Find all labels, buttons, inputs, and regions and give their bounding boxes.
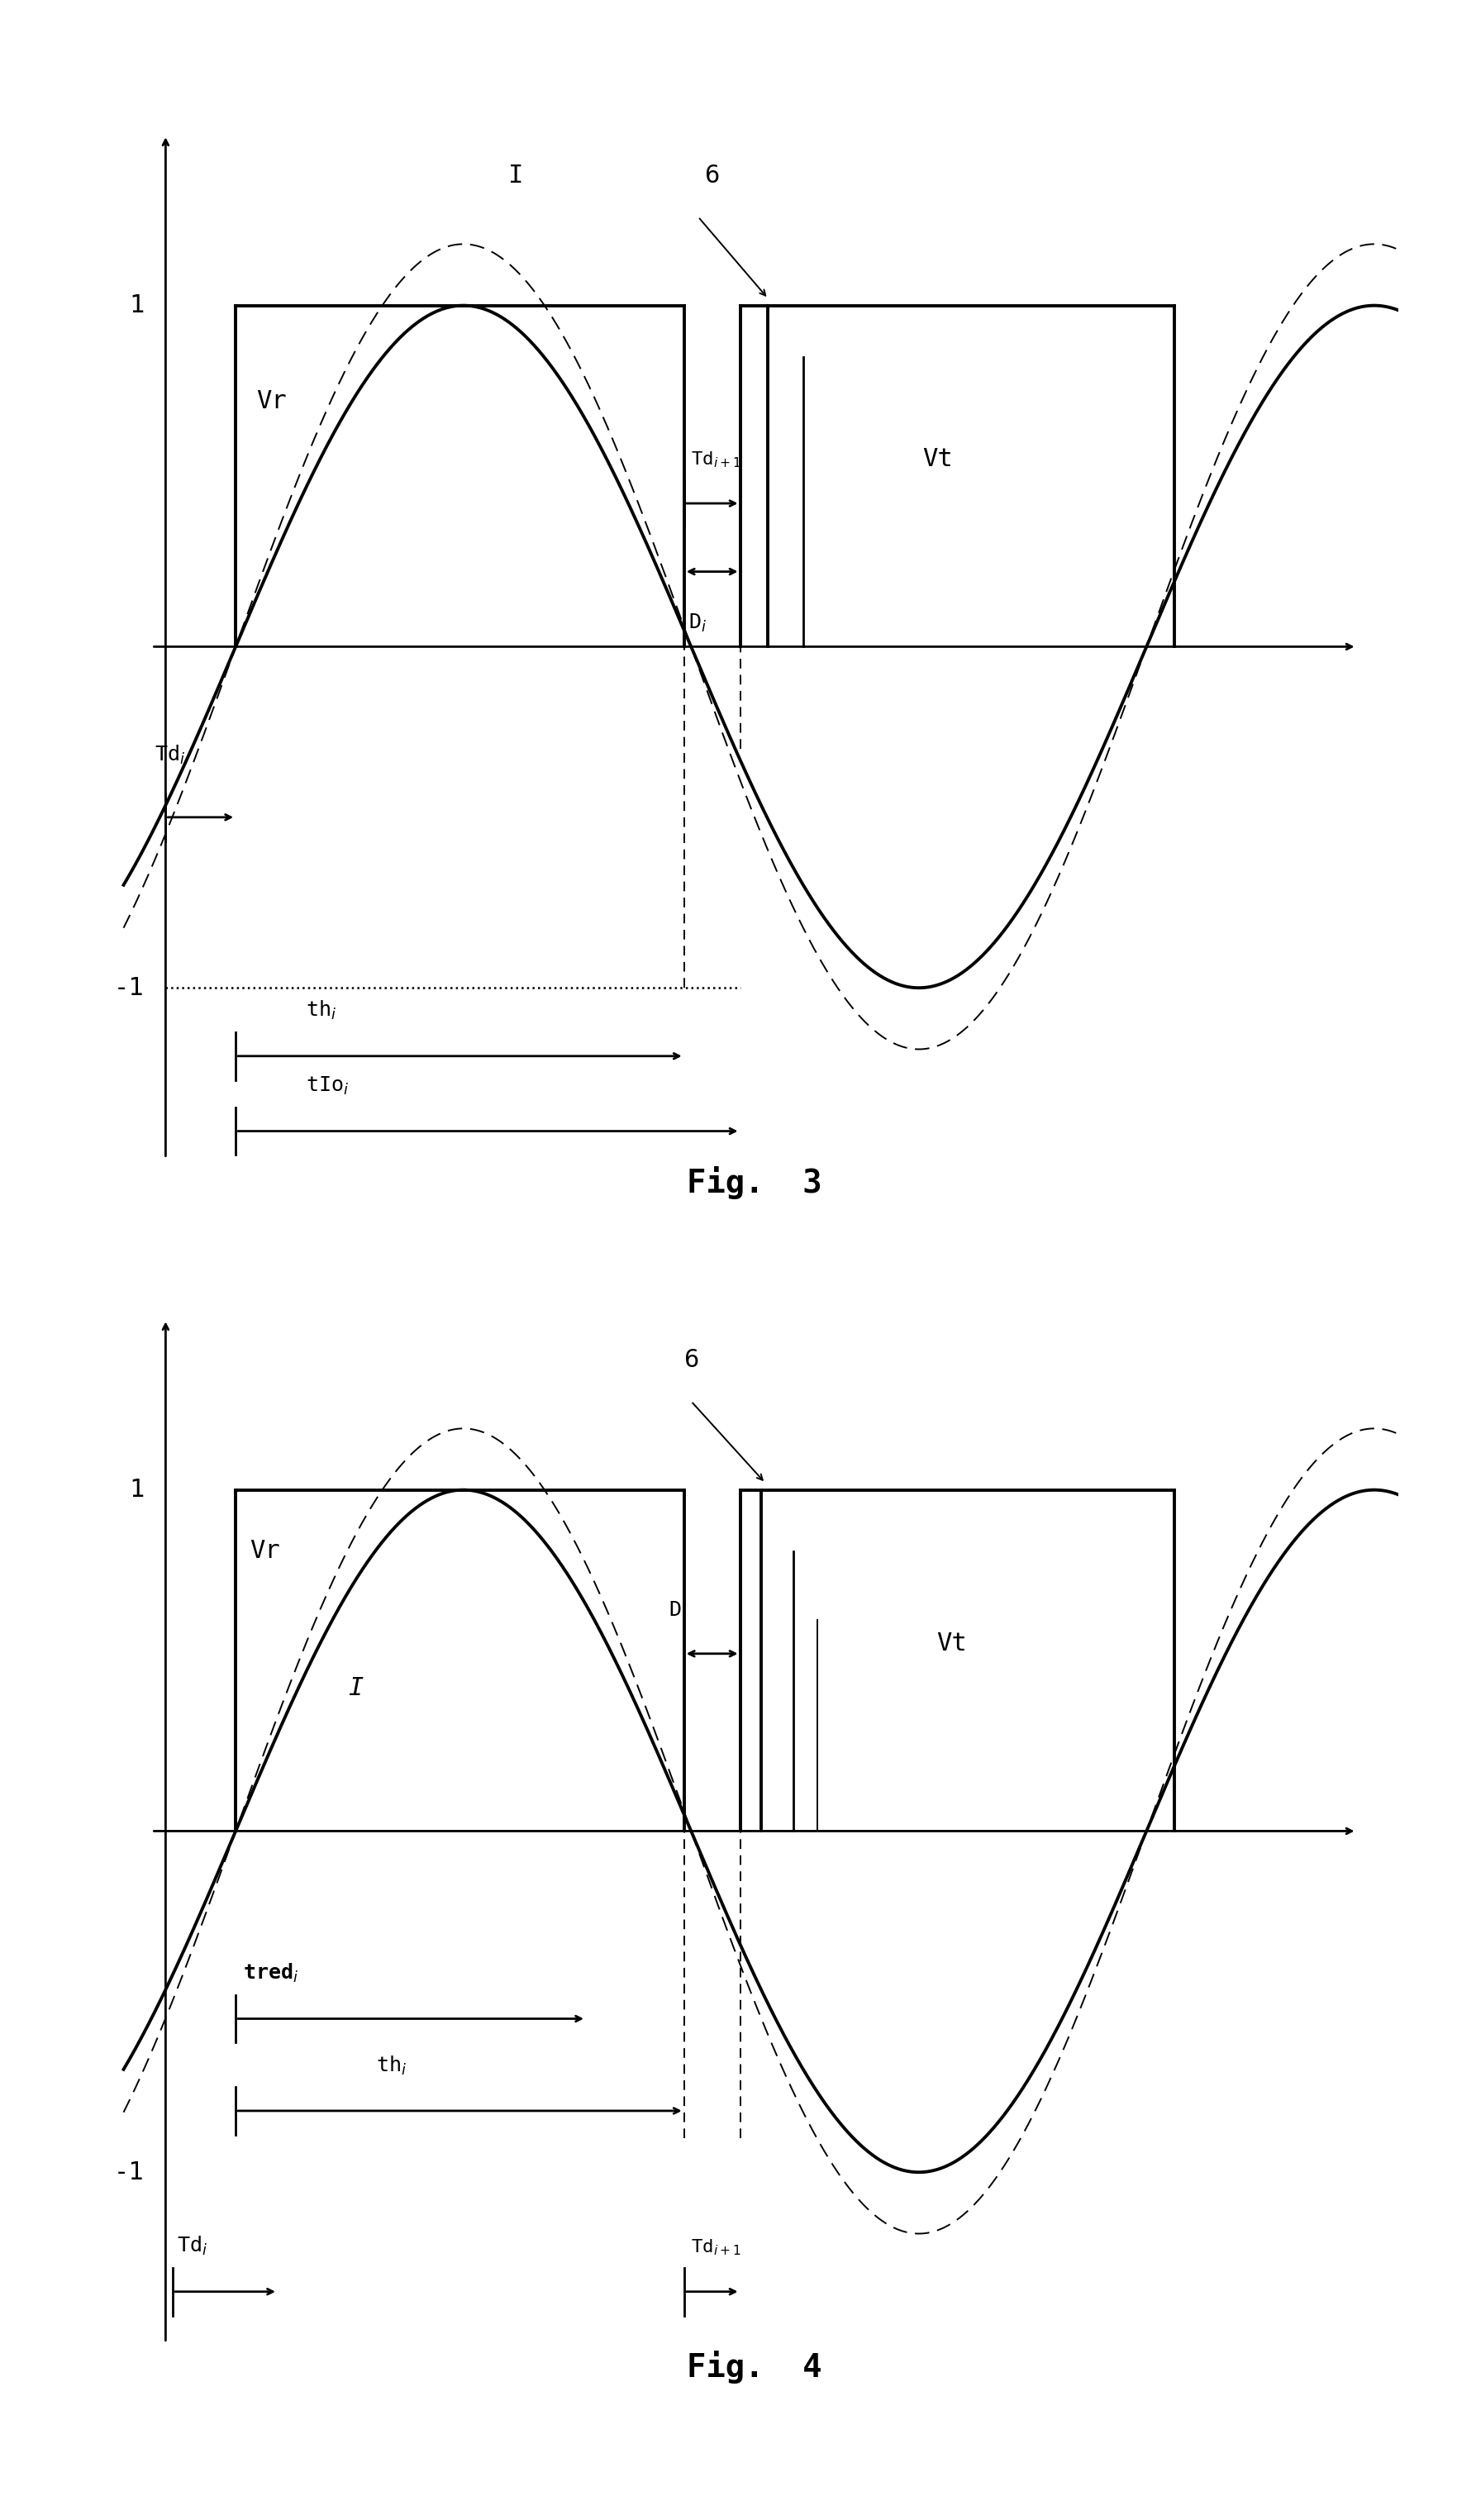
Text: Vt: Vt	[937, 1630, 966, 1656]
Text: -1: -1	[114, 2160, 144, 2185]
Text: Vr: Vr	[249, 1540, 280, 1562]
Text: Td$_i$: Td$_i$	[176, 2235, 207, 2258]
Text: th$_i$: th$_i$	[306, 1000, 337, 1023]
Text: Td$_{i+1}$: Td$_{i+1}$	[691, 449, 742, 469]
Text: Vt: Vt	[922, 446, 953, 471]
Text: Td$_i$: Td$_i$	[154, 743, 185, 766]
Text: 6: 6	[685, 1348, 699, 1373]
Text: tIo$_i$: tIo$_i$	[306, 1076, 348, 1096]
Text: 6: 6	[705, 164, 720, 189]
Text: th$_i$: th$_i$	[376, 2054, 407, 2076]
Text: Td$_{i+1}$: Td$_{i+1}$	[691, 2238, 742, 2258]
Text: D: D	[669, 1600, 682, 1620]
Text: Vr: Vr	[256, 388, 287, 413]
Text: D$_i$: D$_i$	[688, 612, 707, 635]
Text: Fig.  3: Fig. 3	[686, 1167, 822, 1200]
Text: tred$_i$: tred$_i$	[243, 1963, 299, 1986]
Text: Fig.  4: Fig. 4	[686, 2351, 822, 2384]
Text: 1: 1	[130, 292, 144, 318]
Text: I: I	[508, 164, 523, 189]
Text: 1: 1	[130, 1477, 144, 1502]
Text: -1: -1	[114, 975, 144, 1000]
Text: I: I	[348, 1676, 363, 1701]
